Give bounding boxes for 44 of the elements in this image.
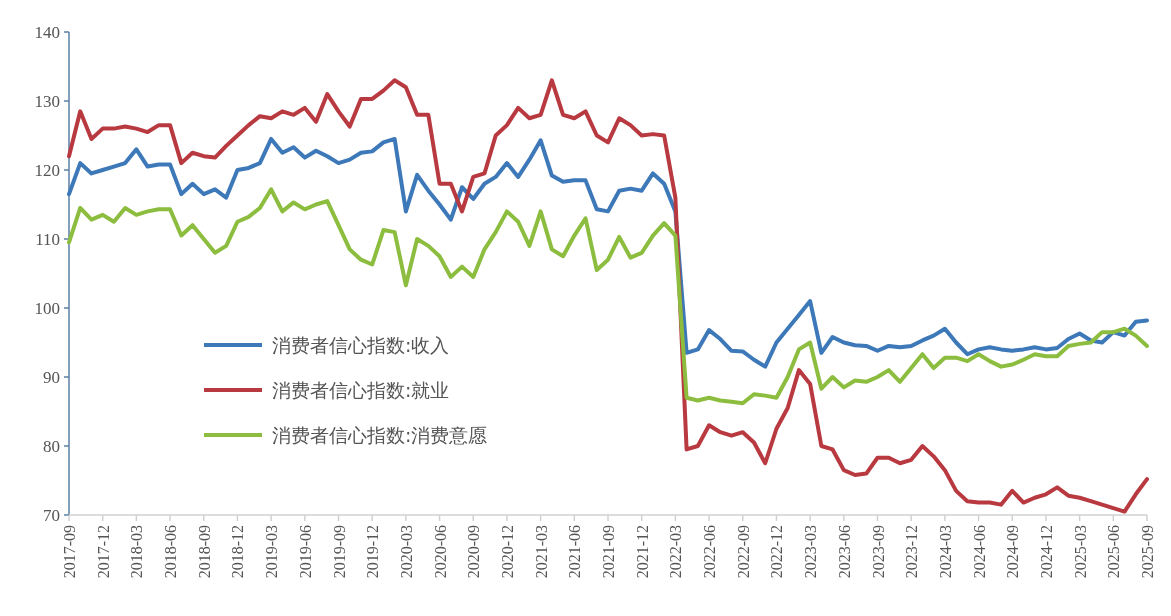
y-tick-label: 130 (34, 92, 60, 111)
x-tick-label: 2021-12 (633, 525, 651, 579)
legend-label: 消费者信心指数:就业 (272, 379, 450, 401)
x-tick-label: 2017-12 (94, 525, 112, 579)
x-tick-label: 2018-12 (229, 525, 247, 579)
x-tick-label: 2024-09 (1004, 525, 1022, 579)
x-tick-label: 2019-03 (263, 525, 281, 579)
x-tick-label: 2024-12 (1037, 525, 1055, 579)
y-tick-label: 80 (43, 437, 60, 456)
x-tick-label: 2018-09 (195, 525, 213, 579)
x-tick-label: 2023-03 (802, 525, 820, 579)
x-tick-label: 2018-03 (128, 525, 146, 579)
x-tick-label: 2020-03 (397, 525, 415, 579)
y-tick-label: 70 (43, 506, 60, 525)
x-tick-label: 2018-06 (162, 525, 180, 579)
x-tick-label: 2022-06 (701, 525, 719, 579)
x-tick-label: 2020-06 (431, 525, 449, 579)
x-tick-label: 2021-06 (566, 525, 584, 579)
y-tick-label: 140 (34, 23, 60, 42)
y-tick-label: 110 (35, 230, 60, 249)
x-tick-label: 2021-03 (532, 525, 550, 579)
x-tick-label: 2021-09 (600, 525, 617, 579)
x-tick-label: 2024-06 (970, 525, 988, 579)
x-tick-label: 2023-06 (835, 525, 853, 579)
x-tick-label: 2017-09 (61, 525, 78, 579)
x-tick-label: 2023-09 (869, 525, 887, 579)
x-tick-label: 2025-03 (1071, 525, 1089, 579)
x-tick-label: 2024-03 (936, 525, 954, 579)
x-tick-label: 2023-12 (903, 525, 921, 579)
x-tick-label: 2022-03 (667, 525, 685, 579)
x-tick-label: 2019-12 (364, 525, 382, 579)
x-tick-label: 2019-06 (296, 525, 314, 579)
x-tick-label: 2019-09 (330, 525, 348, 579)
x-tick-label: 2025-06 (1105, 525, 1123, 579)
y-tick-label: 90 (43, 368, 60, 387)
x-tick-label: 2020-09 (465, 525, 483, 579)
y-tick-label: 100 (34, 299, 60, 318)
x-tick-label: 2022-09 (734, 525, 752, 579)
y-tick-label: 120 (34, 161, 60, 180)
x-tick-label: 2025-09 (1139, 525, 1156, 579)
legend-label: 消费者信心指数:收入 (272, 334, 450, 356)
x-tick-label: 2020-12 (498, 525, 516, 579)
x-tick-label: 2022-12 (768, 525, 786, 579)
legend-label: 消费者信心指数:消费意愿 (272, 424, 488, 446)
